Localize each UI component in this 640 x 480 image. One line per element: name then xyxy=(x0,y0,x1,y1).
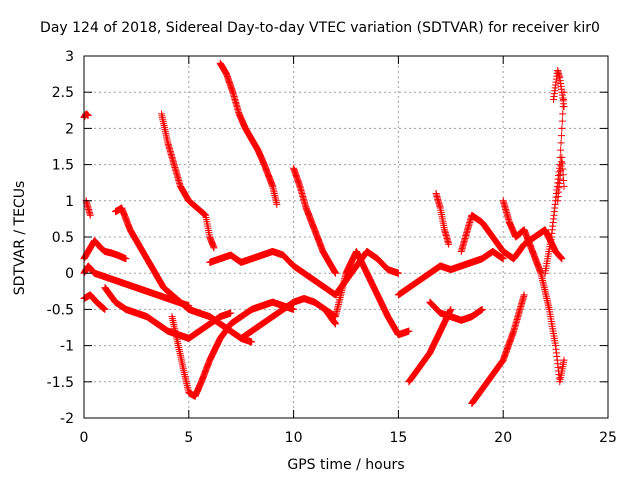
y-tick-label: -1 xyxy=(60,339,74,355)
x-tick-label: 20 xyxy=(494,430,512,446)
series-23 xyxy=(554,153,568,205)
y-tick-label: 3 xyxy=(65,49,74,65)
data-point xyxy=(447,305,455,313)
series-16 xyxy=(426,298,486,324)
x-tick-label: 10 xyxy=(285,430,303,446)
y-tick-label: 2 xyxy=(65,121,74,137)
series-3 xyxy=(80,262,193,310)
series-7 xyxy=(158,110,218,252)
series-13 xyxy=(321,247,413,339)
grid-lines xyxy=(84,56,608,418)
data-point xyxy=(101,305,109,313)
data-point xyxy=(557,146,565,154)
series-1 xyxy=(80,237,130,263)
data-point xyxy=(560,356,568,364)
series-19 xyxy=(468,291,528,408)
series-17 xyxy=(432,190,453,248)
data-point xyxy=(558,255,566,263)
x-tick-label: 5 xyxy=(184,430,193,446)
y-tick-label: -1.5 xyxy=(47,375,74,391)
data-point xyxy=(557,139,565,147)
data-point xyxy=(559,110,567,118)
x-tick-label: 25 xyxy=(599,430,617,446)
data-point xyxy=(273,200,281,208)
data-point xyxy=(84,111,92,119)
data-point xyxy=(86,211,94,219)
data-point xyxy=(558,124,566,132)
data-point xyxy=(520,291,528,299)
series-14 xyxy=(394,247,507,299)
series-11 xyxy=(237,295,340,342)
data-point xyxy=(405,327,413,335)
series-4 xyxy=(82,197,94,219)
data-point xyxy=(560,182,568,190)
y-tick-label: 0.5 xyxy=(52,230,74,246)
data-point xyxy=(122,255,130,263)
series-6 xyxy=(101,284,235,342)
y-tick-label: 0 xyxy=(65,266,74,282)
data-point xyxy=(560,103,568,111)
data-point xyxy=(557,132,565,140)
y-tick-label: -2 xyxy=(60,411,74,427)
data-point xyxy=(227,309,235,317)
y-tick-label: 2.5 xyxy=(52,85,74,101)
series-10 xyxy=(206,247,402,299)
data-point xyxy=(394,269,402,277)
x-tick-label: 15 xyxy=(389,430,407,446)
data-point xyxy=(332,269,340,277)
series-12 xyxy=(290,164,340,277)
chart-title: Day 124 of 2018, Sidereal Day-to-day VTE… xyxy=(40,20,600,36)
y-tick-label: 1.5 xyxy=(52,158,74,174)
series-20 xyxy=(499,197,568,386)
data-point xyxy=(332,320,340,328)
data-point xyxy=(478,305,486,313)
series-2 xyxy=(80,291,109,313)
data-point xyxy=(210,244,218,252)
series-9 xyxy=(216,59,281,208)
x-tick-label: 0 xyxy=(80,430,89,446)
series-0 xyxy=(80,110,92,122)
data-point xyxy=(290,305,298,313)
y-tick-label: -0.5 xyxy=(47,302,74,318)
x-axis-label: GPS time / hours xyxy=(287,457,405,473)
series-8 xyxy=(168,298,298,400)
data-points xyxy=(80,59,568,408)
data-point xyxy=(445,240,453,248)
series-22 xyxy=(550,66,568,111)
data-point xyxy=(248,338,256,346)
axis-ticks: 0 5 10 15 20 25 -2 -1.5 -1 -0.5 0 0.5 1 1.5 2 2.5 3 xyxy=(47,49,617,446)
data-point xyxy=(499,255,507,263)
y-tick-label: 1 xyxy=(65,194,74,210)
data-point xyxy=(558,117,566,125)
